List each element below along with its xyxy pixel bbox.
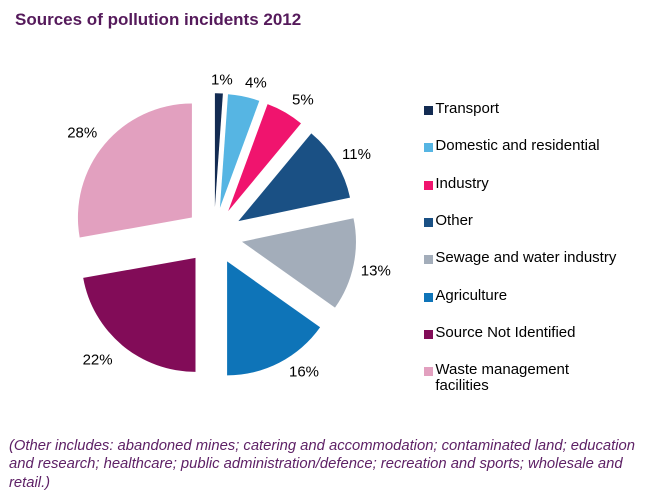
svg-text:1%: 1% <box>211 72 233 89</box>
svg-text:16%: 16% <box>289 363 319 380</box>
svg-text:22%: 22% <box>83 351 113 368</box>
svg-text:13%: 13% <box>361 262 391 279</box>
svg-text:28%: 28% <box>67 125 97 142</box>
svg-text:4%: 4% <box>245 75 267 92</box>
svg-text:5%: 5% <box>292 92 314 109</box>
svg-text:11%: 11% <box>342 146 371 163</box>
